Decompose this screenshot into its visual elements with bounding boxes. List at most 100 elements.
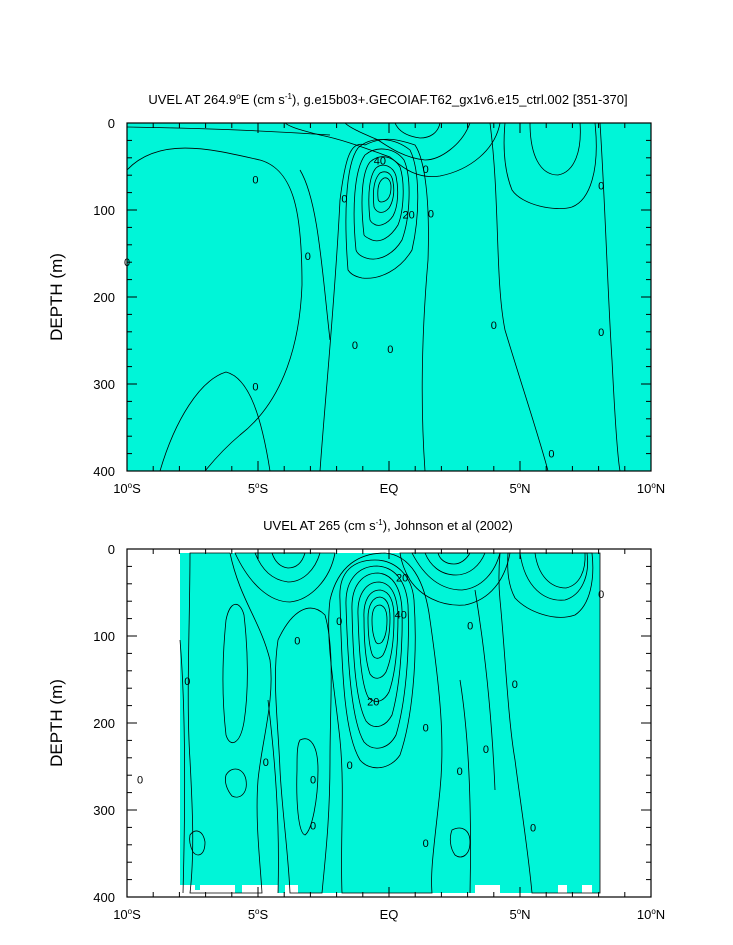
region-west-green <box>127 147 303 471</box>
isoline-west-2 <box>267 699 279 894</box>
region-surface-east-blue <box>411 552 501 591</box>
region-base <box>127 123 651 471</box>
contour-label: 0 <box>347 760 353 772</box>
x-tick-label: 5oN <box>509 481 530 496</box>
region-surface-cyan <box>284 123 501 178</box>
region-pocket-3 <box>296 738 319 836</box>
region-east-green <box>489 123 621 471</box>
panel-observed-ylabel: DEPTH (m) <box>47 679 66 767</box>
panel-observed-contour-labels: 0 0 0 0 0 0 0 0 0 0 0 0 0 0 0 0 20 40 20 <box>137 573 604 850</box>
panel-model: UVEL AT 264.9oE (cm s-1), g.e15b03+.GECO… <box>47 92 665 496</box>
panel-observed: UVEL AT 265 (cm s-1), Johnson et al (200… <box>47 518 665 922</box>
isoline-west-1 <box>179 639 186 894</box>
contour-label: 0 <box>263 757 269 769</box>
contour-label: 0 <box>423 164 429 176</box>
region-mid-green <box>275 607 332 894</box>
region-missing-bottom <box>180 885 600 897</box>
region-east-green <box>498 552 601 894</box>
x-tick-label: 5oN <box>509 907 530 922</box>
region-surface-west-blue-dark <box>271 552 306 569</box>
region-euc-2 <box>345 565 409 749</box>
region-surface-west-blue <box>254 552 321 583</box>
y-tick-label: 100 <box>93 629 115 644</box>
panel-observed-title: UVEL AT 265 (cm s-1), Johnson et al (200… <box>263 518 513 533</box>
region-surface-west-cyan <box>234 552 336 603</box>
isoline-west-2 <box>299 169 331 341</box>
contour-label: 0 <box>305 251 311 263</box>
region-east-yellow <box>519 552 589 601</box>
contour-label: 0 <box>423 722 429 734</box>
isoline-east-2 <box>474 589 496 791</box>
region-eq-green <box>328 552 443 894</box>
contour-label: 0 <box>294 635 300 647</box>
contour-label: 40 <box>374 155 386 167</box>
y-tick-label: 400 <box>93 890 115 905</box>
panel-model-ylabel: DEPTH (m) <box>47 253 66 341</box>
region-euc-3 <box>351 572 403 727</box>
y-tick-label: 200 <box>93 716 115 731</box>
region-euc-5 <box>372 171 395 213</box>
x-tick-label: 10oS <box>113 907 141 922</box>
contour-label: 0 <box>137 775 143 787</box>
region-euc-4 <box>357 581 399 702</box>
region-surface-east-blue-dark <box>424 552 486 576</box>
contour-label: 0 <box>252 175 258 187</box>
y-tick-label: 300 <box>93 803 115 818</box>
y-tick-label: 100 <box>93 203 115 218</box>
region-surface-east-cyan <box>399 552 511 606</box>
contour-label: 0 <box>387 344 393 356</box>
y-tick-label: 0 <box>108 116 115 131</box>
region-euc-4 <box>368 164 399 226</box>
panel-model-title: UVEL AT 264.9oE (cm s-1), g.e15b03+.GECO… <box>148 92 627 107</box>
isoline-east-1 <box>459 679 471 894</box>
contour-label: 0 <box>252 382 258 394</box>
contour-label: 0 <box>530 822 536 834</box>
x-tick-label: EQ <box>380 907 399 922</box>
contour-label: 40 <box>395 609 407 621</box>
contour-label: 0 <box>483 744 489 756</box>
region-euc-6 <box>377 177 392 203</box>
contour-label: 0 <box>341 194 347 206</box>
region-base <box>180 553 600 893</box>
contour-label: 0 <box>491 320 497 332</box>
contour-label: 20 <box>367 696 379 708</box>
y-tick-label: 0 <box>108 542 115 557</box>
region-euc-1 <box>339 559 416 769</box>
contour-label: 0 <box>336 616 342 628</box>
x-tick-label: 10oN <box>637 907 665 922</box>
region-euc-6 <box>367 596 391 659</box>
x-tick-label: 5oS <box>248 907 269 922</box>
x-tick-label: 10oN <box>637 481 665 496</box>
x-tick-label: EQ <box>380 481 399 496</box>
contour-label: 0 <box>467 621 473 633</box>
x-tick-label: 10oS <box>113 481 141 496</box>
contour-label: 0 <box>310 775 316 787</box>
contour-label: 0 <box>598 181 604 193</box>
contour-label: 0 <box>598 589 604 601</box>
region-eq-green <box>319 138 429 471</box>
region-east-green-dark <box>507 552 594 618</box>
contour-label: 0 <box>548 449 554 461</box>
region-east-yellow <box>529 123 581 176</box>
region-pocket-1 <box>189 830 206 856</box>
region-surface-blue <box>344 123 471 161</box>
contour-label: 0 <box>352 340 358 352</box>
region-east-yellow-orange <box>534 552 586 589</box>
contour-label: 0 <box>428 208 434 220</box>
contour-label: 0 <box>310 821 316 833</box>
region-euc-2 <box>353 148 410 260</box>
region-surface-blue-dark <box>394 123 441 139</box>
region-east-green-dark <box>503 123 597 209</box>
contour-label: 0 <box>423 838 429 850</box>
region-west-green-dark <box>222 603 248 744</box>
contour-label: 0 <box>184 676 190 688</box>
panel-model-contour-field <box>127 123 651 471</box>
region-euc-3 <box>361 156 404 242</box>
contour-label: 0 <box>457 766 463 778</box>
region-west-green <box>187 552 272 894</box>
contour-label: 20 <box>403 209 415 221</box>
